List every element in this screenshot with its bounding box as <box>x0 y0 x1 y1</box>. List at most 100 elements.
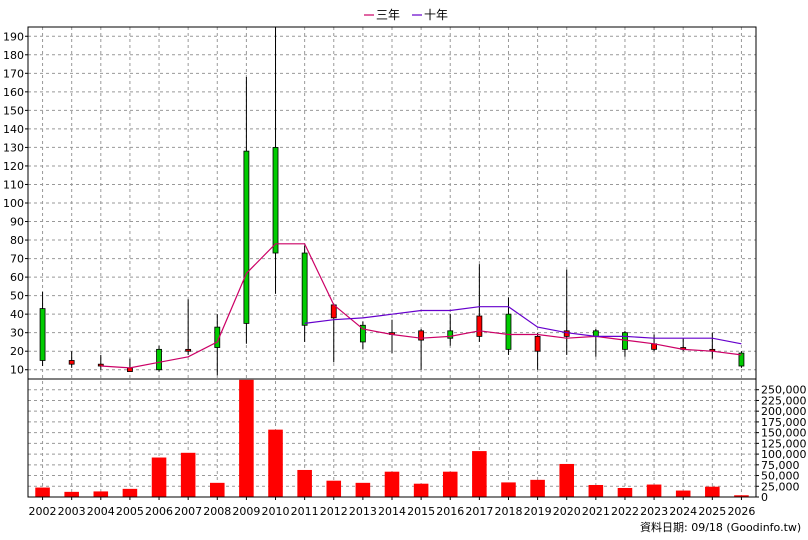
legend-ma3-label: 三年 <box>376 8 400 22</box>
volume-tick-label: 175,000 <box>761 416 807 429</box>
volume-bar <box>413 483 429 497</box>
year-tick-label: 2012 <box>320 505 348 518</box>
volume-bar <box>442 471 458 497</box>
year-tick-label: 2011 <box>291 505 319 518</box>
volume-bar <box>151 457 167 497</box>
price-tick-label: 130 <box>3 141 24 154</box>
ma3-line <box>100 243 742 369</box>
volume-tick-label: 150,000 <box>761 427 807 440</box>
volume-bar <box>180 452 196 497</box>
price-tick-label: 150 <box>3 104 24 117</box>
volume-bar <box>210 482 225 497</box>
volume-bar <box>530 479 545 497</box>
year-tick-label: 2006 <box>145 505 173 518</box>
volume-tick-label: 0 <box>761 491 768 504</box>
year-tick-label: 2004 <box>87 505 115 518</box>
year-tick-label: 2021 <box>582 505 610 518</box>
legend: 三年 十年 <box>364 8 448 22</box>
volume-bar <box>268 429 283 497</box>
volume-tick-label: 200,000 <box>761 405 807 418</box>
volume-bar <box>675 490 691 497</box>
year-tick-label: 2024 <box>669 505 697 518</box>
candle-body <box>156 348 162 371</box>
volume-bar <box>355 482 371 497</box>
year-tick-label: 2016 <box>436 505 464 518</box>
candle-body <box>505 313 512 350</box>
year-tick-label: 2009 <box>232 505 260 518</box>
year-tick-label: 2017 <box>465 505 493 518</box>
volume-tick-label: 250,000 <box>761 384 807 397</box>
candle-body <box>622 332 628 350</box>
candle-body <box>68 360 75 365</box>
grid <box>28 27 756 497</box>
price-tick-label: 110 <box>3 178 24 191</box>
volume-tick-label: 225,000 <box>761 394 807 407</box>
year-tick-label: 2010 <box>262 505 290 518</box>
year-tick-label: 2023 <box>640 505 668 518</box>
volume-bar <box>646 484 662 497</box>
volume-bars <box>35 379 749 497</box>
candle-body <box>563 330 570 337</box>
data-date-footer: 資料日期: 09/18 (Goodinfo.tw) <box>640 520 801 534</box>
year-tick-label: 2020 <box>553 505 581 518</box>
year-tick-label: 2014 <box>378 505 406 518</box>
year-tick-label: 2013 <box>349 505 377 518</box>
candle-body <box>418 330 425 341</box>
price-tick-label: 190 <box>3 30 24 43</box>
candle-body <box>738 352 745 367</box>
volume-bar <box>93 491 109 497</box>
candle-body <box>39 308 46 361</box>
ma10-line <box>304 306 742 345</box>
candle-body <box>447 330 454 339</box>
price-tick-label: 20 <box>10 345 24 358</box>
year-tick-label: 2005 <box>116 505 144 518</box>
candle-body <box>272 147 279 254</box>
volume-bar <box>705 486 720 497</box>
year-tick-label: 2015 <box>407 505 435 518</box>
volume-bar <box>297 469 312 497</box>
price-tick-label: 30 <box>10 327 24 340</box>
price-tick-label: 140 <box>3 123 24 136</box>
price-tick-label: 50 <box>10 290 24 303</box>
volume-bar <box>617 487 633 497</box>
year-tick-label: 2026 <box>727 505 755 518</box>
price-tick-label: 70 <box>10 253 24 266</box>
candles <box>39 27 745 376</box>
candle-body <box>534 335 541 352</box>
volume-bar <box>588 484 604 497</box>
legend-ma10-label: 十年 <box>424 8 448 22</box>
year-tick-label: 2019 <box>524 505 552 518</box>
year-tick-label: 2008 <box>203 505 231 518</box>
volume-bar <box>384 471 400 497</box>
volume-bar <box>559 463 574 497</box>
year-tick-label: 2025 <box>698 505 726 518</box>
year-tick-label: 2018 <box>494 505 522 518</box>
candle-body <box>476 315 483 337</box>
volume-tick-label: 100,000 <box>761 448 807 461</box>
axes: 10 20 30 40 50 60 70 80 90 100 110 120 130 140 150 160 1… <box>3 26 807 518</box>
price-tick-label: 40 <box>10 308 24 321</box>
volume-bar <box>472 451 487 497</box>
price-tick-label: 170 <box>3 67 24 80</box>
year-tick-label: 2007 <box>174 505 202 518</box>
year-tick-label: 2003 <box>58 505 86 518</box>
volume-tick-label: 50,000 <box>761 470 800 483</box>
moving-average-lines <box>100 243 742 369</box>
volume-tick-label: 75,000 <box>761 459 800 472</box>
volume-tick-label: 125,000 <box>761 437 807 450</box>
volume-bar <box>35 487 50 497</box>
year-tick-label: 2022 <box>611 505 639 518</box>
candle-body <box>301 252 308 326</box>
price-tick-label: 180 <box>3 49 24 62</box>
price-tick-label: 10 <box>10 364 24 377</box>
volume-bar <box>326 480 342 497</box>
volume-bar <box>122 488 138 497</box>
candle-body <box>359 324 366 343</box>
candle-body <box>185 348 192 352</box>
volume-bar <box>734 495 749 497</box>
price-tick-label: 80 <box>10 234 24 247</box>
price-tick-label: 100 <box>3 197 24 210</box>
volume-bar <box>239 379 254 497</box>
volume-bar <box>501 482 516 497</box>
